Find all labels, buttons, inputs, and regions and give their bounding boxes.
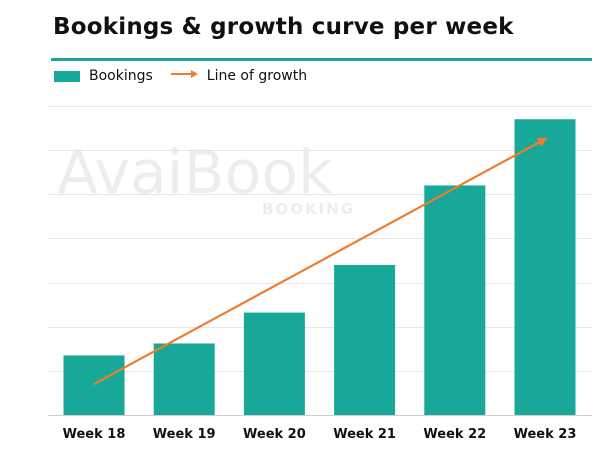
- x-tick-label: Week 18: [63, 427, 126, 442]
- chart-title: Bookings & growth curve per week: [53, 14, 514, 40]
- x-tick-label: Week 21: [333, 427, 396, 442]
- x-tick-label: Week 19: [153, 427, 216, 442]
- bar-week-20: [243, 312, 305, 415]
- x-tick-label: Week 23: [514, 427, 577, 442]
- title-underline: [51, 58, 592, 61]
- growth-line-arrow: [93, 137, 548, 386]
- bar-week-21: [334, 264, 396, 415]
- x-tick-label: Week 22: [423, 427, 486, 442]
- bar-week-23: [514, 119, 576, 415]
- bar-week-22: [424, 185, 486, 415]
- legend-label-bookings: Bookings: [89, 68, 153, 84]
- growth-line-layer: [93, 137, 548, 386]
- bar-week-18: [63, 355, 125, 415]
- x-tick-label: Week 20: [243, 427, 306, 442]
- legend-label-growth: Line of growth: [206, 68, 308, 84]
- gridlines: [48, 106, 592, 416]
- legend-swatch-bookings: [54, 70, 80, 82]
- bar-week-19: [153, 343, 215, 415]
- bars: [63, 119, 576, 415]
- x-axis-ticks: Week 18 Week 19 Week 20 Week 21 Week 22 Week …: [63, 427, 577, 442]
- legend: Bookings Line of growth: [54, 66, 307, 86]
- arrow-right-icon: [170, 68, 199, 84]
